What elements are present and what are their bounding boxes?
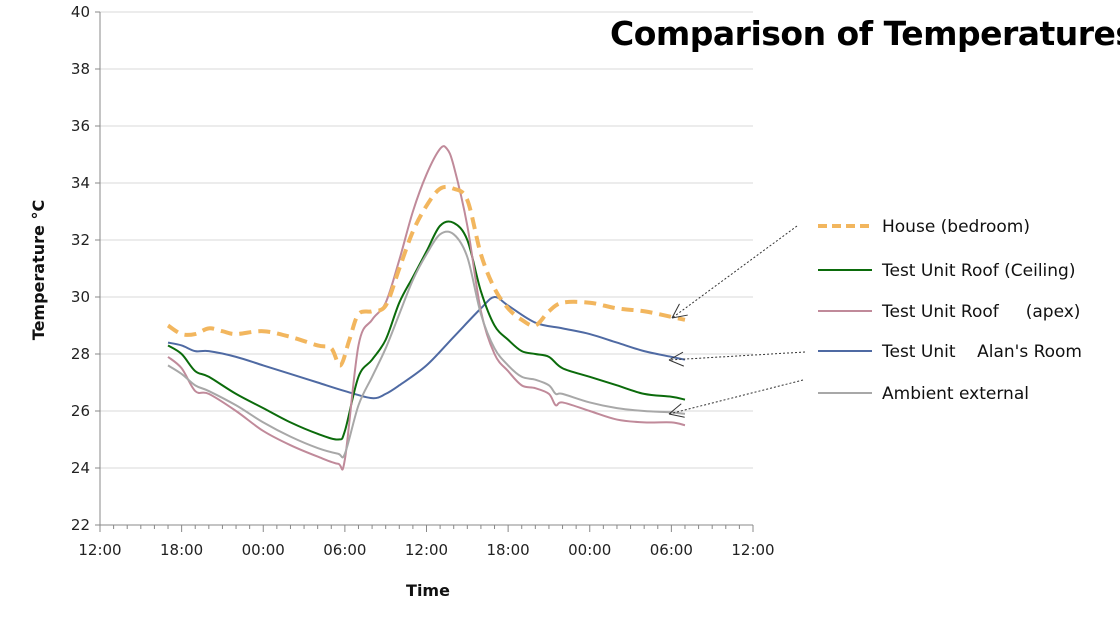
x-tick-label: 06:00 <box>650 541 693 559</box>
x-tick-label: 00:00 <box>242 541 285 559</box>
legend-label: Test Unit Roof (apex) <box>881 302 1080 322</box>
legend-label: Test Unit Alan's Room <box>881 342 1082 362</box>
x-tick-label: 00:00 <box>568 541 611 559</box>
y-tick-label: 28 <box>71 345 90 363</box>
y-tick-label: 38 <box>71 60 90 78</box>
arrow-head-icon <box>668 351 684 361</box>
y-axis-label: Temperature °C <box>29 200 48 340</box>
annotation-arrow <box>668 379 804 415</box>
annotation-arrow <box>668 351 806 361</box>
x-axis-label: Time <box>406 581 450 600</box>
arrow-head-icon <box>671 303 680 319</box>
x-tick-label: 18:00 <box>160 541 203 559</box>
x-tick-label: 18:00 <box>487 541 530 559</box>
series-line-4 <box>167 230 686 459</box>
series-line-1 <box>167 220 686 441</box>
y-tick-label: 34 <box>71 174 90 192</box>
x-tick-label: 12:00 <box>731 541 774 559</box>
y-tick-label: 24 <box>71 459 90 477</box>
y-tick-label: 30 <box>71 288 90 306</box>
arrow-head-icon <box>668 413 685 418</box>
x-tick-label: 06:00 <box>323 541 366 559</box>
annotation-arrow <box>671 225 798 319</box>
y-tick-label: 26 <box>71 402 90 420</box>
series-line-2 <box>167 145 686 471</box>
x-tick-label: 12:00 <box>405 541 448 559</box>
arrow-head-icon <box>668 359 684 367</box>
y-tick-label: 36 <box>71 117 90 135</box>
legend-label: Ambient external <box>882 384 1029 404</box>
legend: House (bedroom) Test Unit Roof (Ceiling) T… <box>668 217 1082 418</box>
chart-title: Comparison of Temperatures <box>610 14 1120 53</box>
gridlines <box>100 11 753 469</box>
y-tick-label: 22 <box>71 516 90 534</box>
axes: 22 24 26 28 30 32 34 36 38 40 12:00 18:00 00:00 06:00… <box>71 3 775 559</box>
legend-label: House (bedroom) <box>882 217 1030 237</box>
y-tick-label: 32 <box>71 231 90 249</box>
legend-label: Test Unit Roof (Ceiling) <box>881 261 1075 281</box>
y-tick-label: 40 <box>71 3 90 21</box>
arrow-head-icon <box>668 403 682 415</box>
series-line-0 <box>166 184 686 368</box>
series-line-3 <box>167 295 686 400</box>
arrow-head-icon <box>671 314 688 319</box>
series-lines <box>166 145 686 471</box>
x-tick-label: 12:00 <box>78 541 121 559</box>
